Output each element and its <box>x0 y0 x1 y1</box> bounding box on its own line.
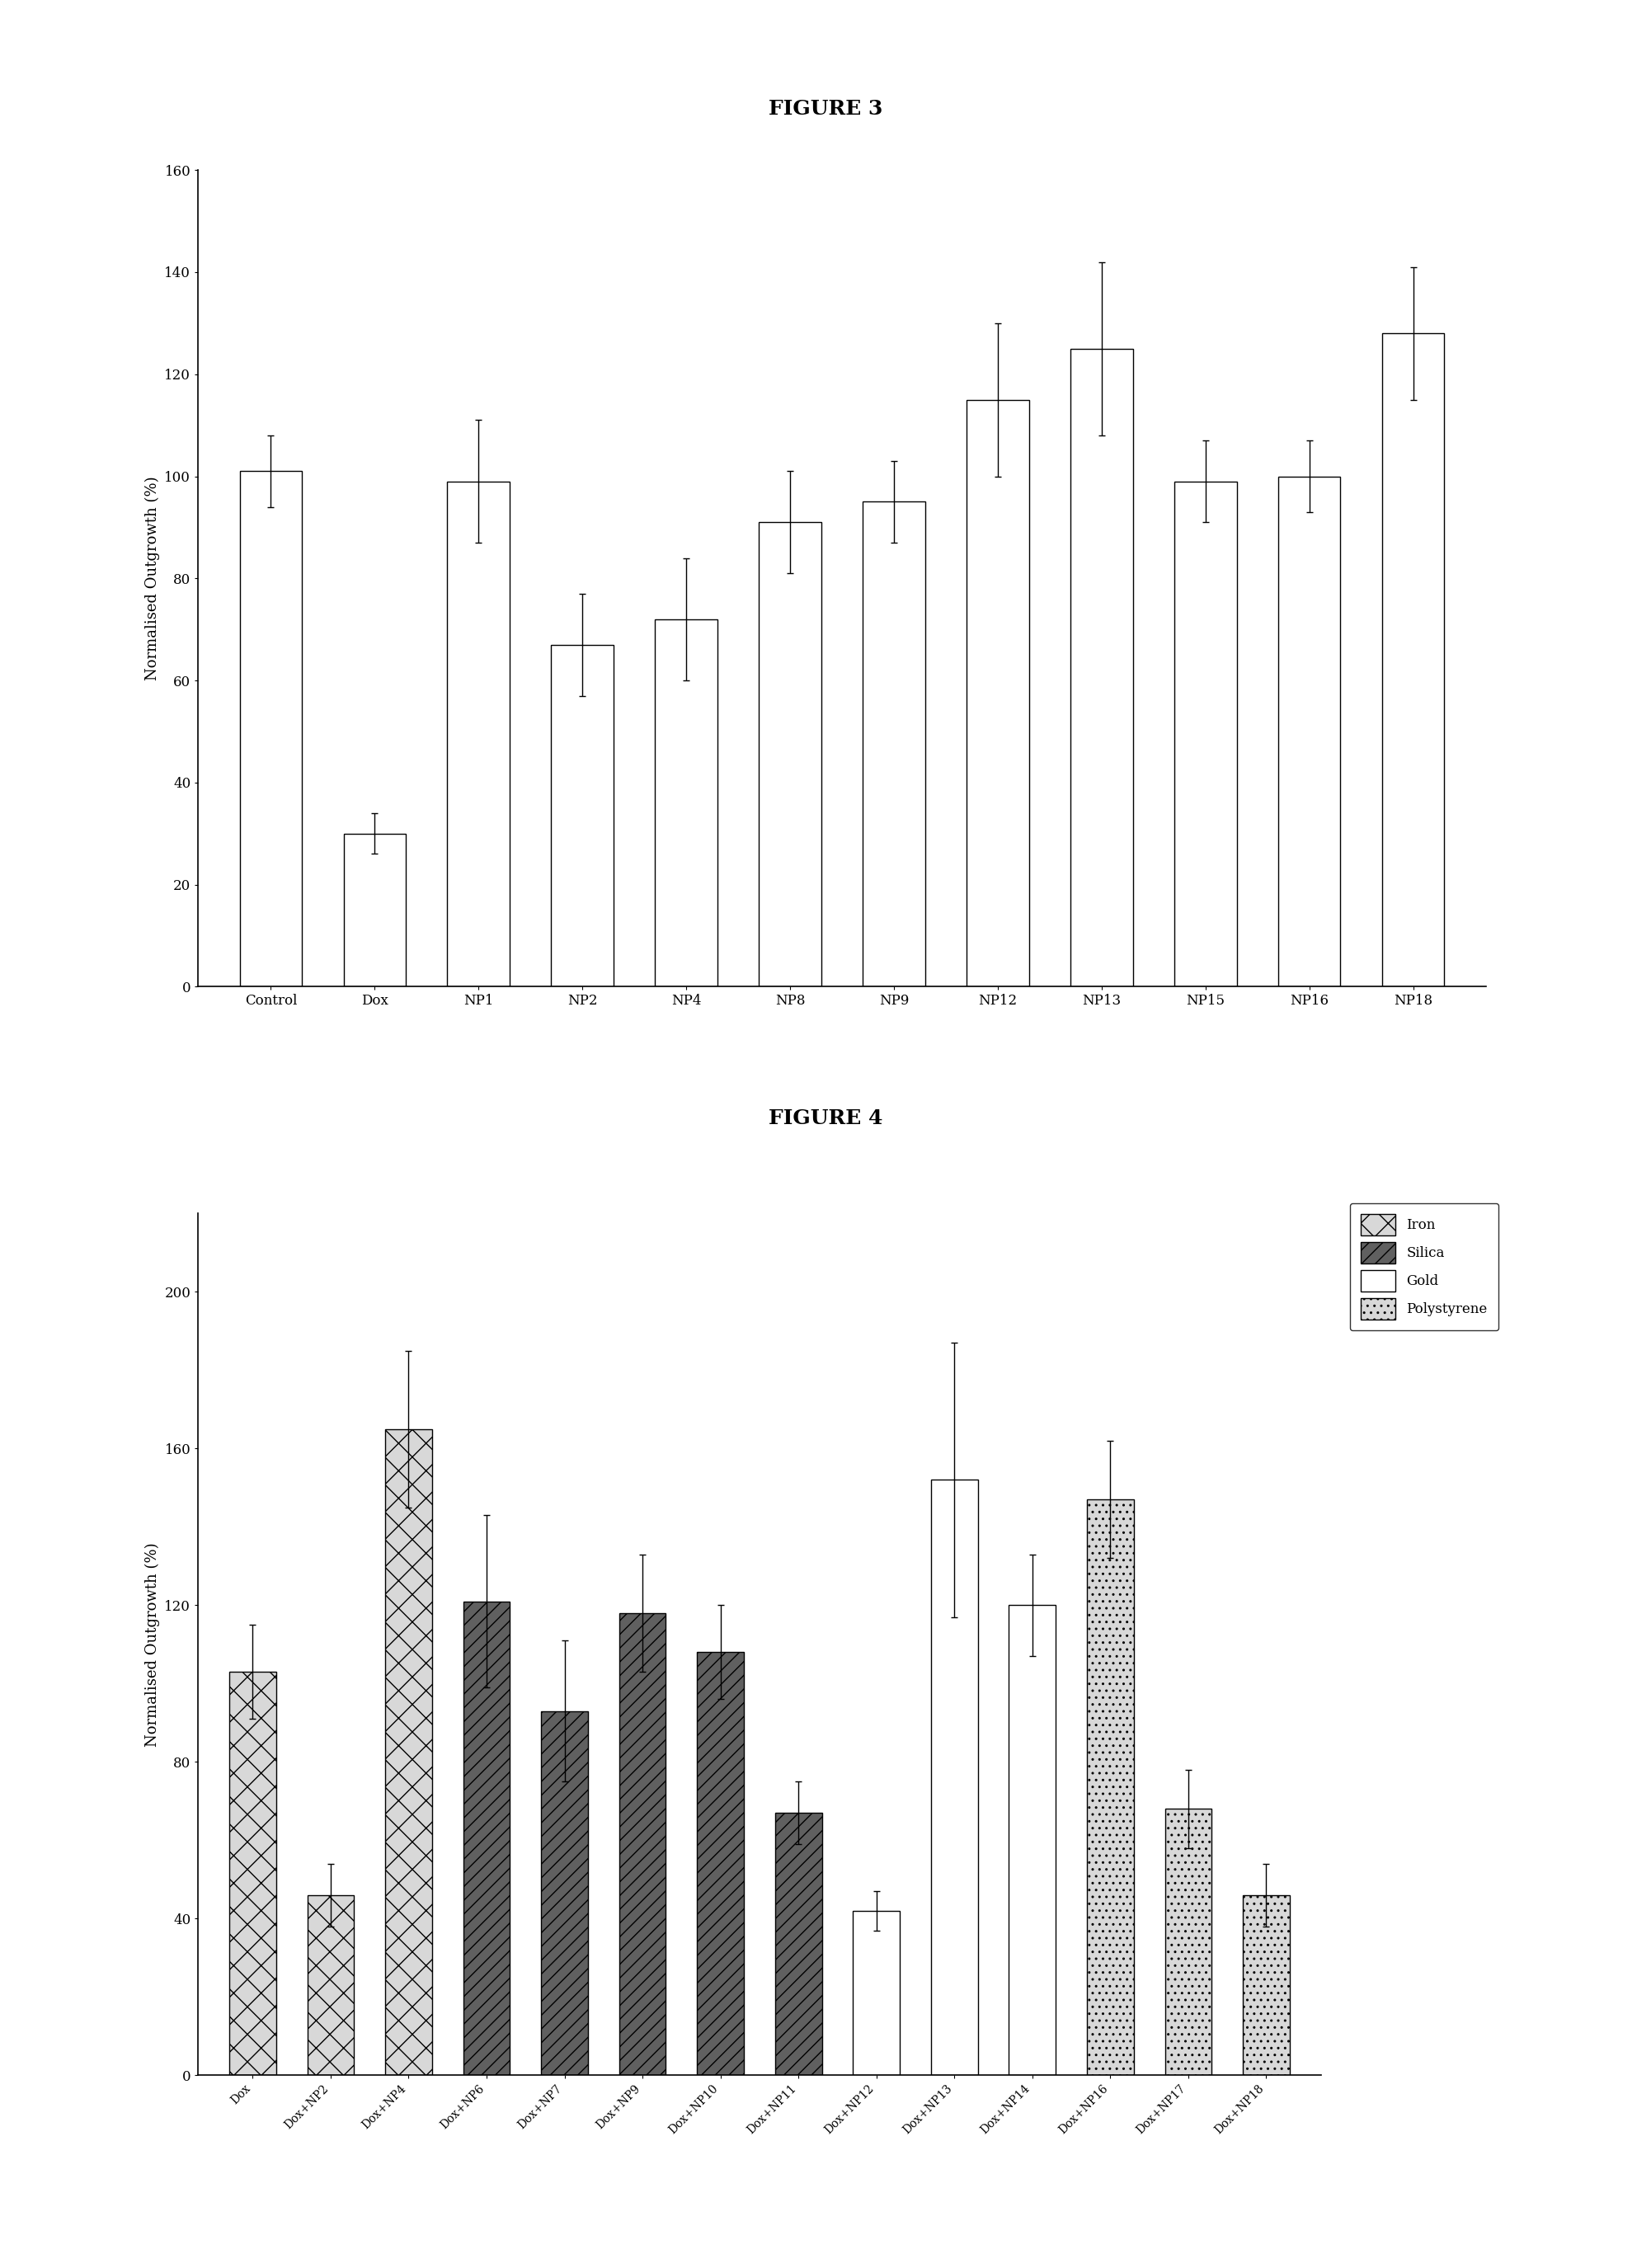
Bar <box>1166 1810 1212 2075</box>
Bar <box>655 619 718 987</box>
Bar <box>697 1651 745 2075</box>
Y-axis label: Normalised Outgrowth (%): Normalised Outgrowth (%) <box>145 476 160 680</box>
Text: FIGURE 4: FIGURE 4 <box>768 1109 883 1127</box>
Bar <box>447 481 510 987</box>
Bar <box>343 835 406 987</box>
Bar <box>1278 476 1341 987</box>
Bar <box>1070 349 1133 987</box>
Bar <box>1174 481 1237 987</box>
Y-axis label: Normalised Outgrowth (%): Normalised Outgrowth (%) <box>145 1542 160 1746</box>
Bar <box>464 1601 510 2075</box>
Bar <box>542 1710 588 2075</box>
Bar <box>774 1812 822 2075</box>
Bar <box>854 1910 900 2075</box>
Bar <box>863 501 925 987</box>
Text: FIGURE 3: FIGURE 3 <box>768 100 883 118</box>
Bar <box>1009 1606 1055 2075</box>
Bar <box>229 1672 276 2075</box>
Bar <box>931 1479 977 2075</box>
Bar <box>385 1429 433 2075</box>
Bar <box>759 522 821 987</box>
Bar <box>307 1896 353 2075</box>
Bar <box>1086 1499 1134 2075</box>
Bar <box>551 644 614 987</box>
Bar <box>239 472 302 987</box>
Bar <box>966 399 1029 987</box>
Bar <box>1382 333 1445 987</box>
Legend: Iron, Silica, Gold, Polystyrene: Iron, Silica, Gold, Polystyrene <box>1351 1202 1499 1331</box>
Bar <box>619 1613 665 2075</box>
Bar <box>1243 1896 1289 2075</box>
